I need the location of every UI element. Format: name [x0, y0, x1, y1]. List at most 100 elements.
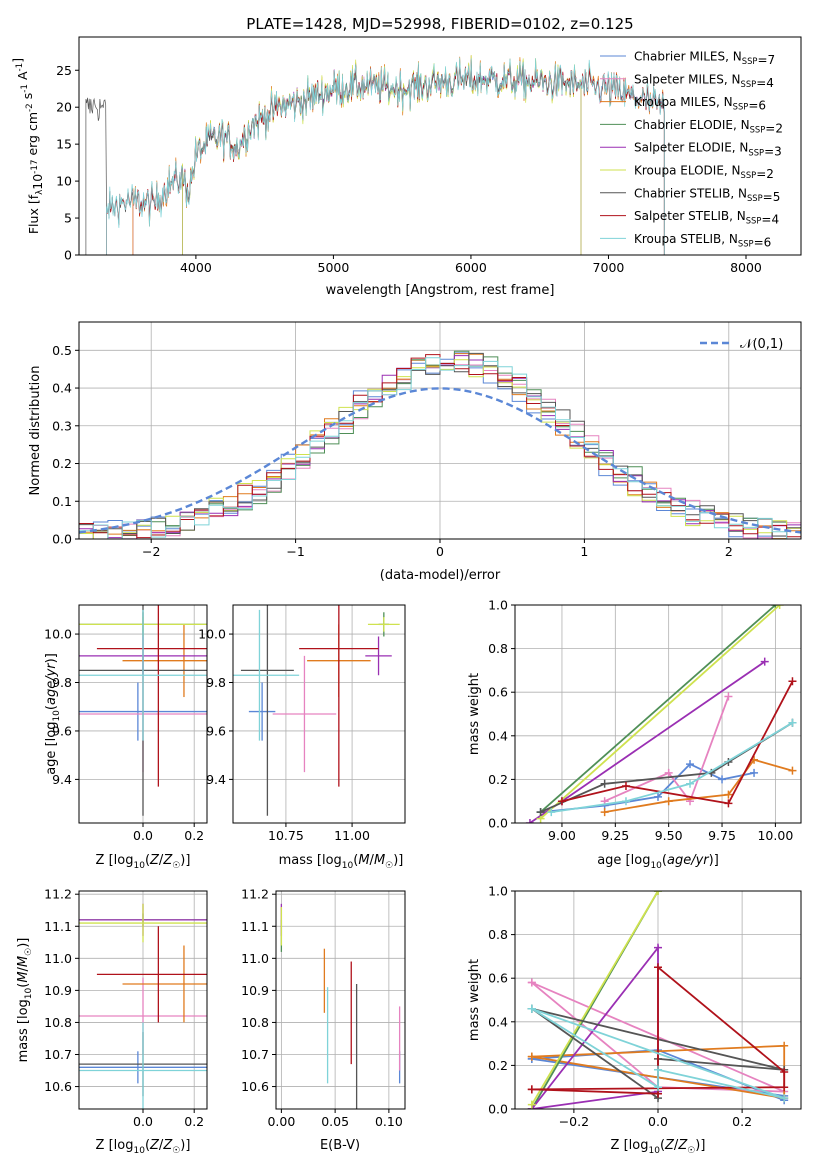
- y-tick-label: 10.7: [44, 1047, 72, 1062]
- series-marker: [536, 808, 545, 817]
- x-tick-label: 0.0: [133, 1114, 153, 1129]
- y-tick-label: 1.0: [488, 884, 508, 899]
- y-tick-label: 0.4: [52, 381, 72, 396]
- series-marker: [527, 1100, 536, 1109]
- figure-title: PLATE=1428, MJD=52998, FIBERID=0102, z=0…: [246, 15, 633, 33]
- axes-mass_vs_ebv: 0.00 0.05 0.10 10.6 10.7 10.8 10.9 11.0 11.1 11.2…: [241, 887, 406, 1153]
- x-tick-label: −1: [286, 544, 304, 559]
- y-tick-label: 0.5: [52, 343, 72, 358]
- y-tick-label: 0.8: [488, 927, 508, 942]
- y-tick-label: 10.0: [44, 627, 72, 642]
- x-axis-label: (data-model)/error: [380, 568, 501, 583]
- gaussian-curve: [79, 387, 801, 534]
- plot-area: [79, 350, 801, 539]
- x-axis-label: wavelength [Angstrom, rest frame]: [326, 283, 555, 298]
- y-tick-label: 15: [56, 137, 72, 152]
- x-tick-label: 0.2: [184, 1114, 204, 1129]
- axes-age_vs_mass: 10.75 11.00 9.4 9.6 9.8 10.0 mass [log10(M/M☉)…: [198, 604, 406, 871]
- plot-area: [280, 903, 401, 1109]
- axes-residuals: −2 −1 0 1 2 0.0 0.1 0.2 0.3 0.4 0.5 (data-model)/er…: [28, 321, 802, 583]
- y-tick-label: 0.1: [52, 494, 72, 509]
- spectrum-line: [106, 57, 665, 255]
- y-tick-label: 10.6: [44, 1079, 72, 1094]
- series-marker: [664, 797, 673, 806]
- series-marker: [788, 766, 797, 775]
- series-marker: [654, 963, 662, 972]
- series-marker: [621, 797, 630, 806]
- x-tick-label: 5000: [318, 260, 350, 275]
- y-tick-label: 10: [56, 174, 72, 189]
- x-tick-label: 9.75: [708, 828, 736, 843]
- axes-age_vs_z: 0.0 0.2 9.4 9.6 9.8 10.0 Z [log10(Z/Z☉)] age [l…: [44, 604, 208, 871]
- plot-area: [79, 605, 207, 816]
- y-tick-label: 10.9: [44, 983, 72, 998]
- y-tick-label: 0.4: [488, 1014, 508, 1029]
- series-marker: [527, 978, 536, 987]
- y-tick-label: 0.2: [488, 772, 508, 787]
- x-tick-label: 0: [436, 544, 444, 559]
- series-marker: [780, 1067, 789, 1076]
- y-axis-label: mass weight: [467, 673, 482, 755]
- y-tick-label: 0.2: [488, 1058, 508, 1073]
- y-tick-label: 0.8: [488, 641, 508, 656]
- legend-label: Salpeter STELIB, NSSP=4: [634, 209, 779, 227]
- series-marker: [600, 808, 609, 817]
- plot-area: [525, 605, 797, 823]
- series-marker: [724, 790, 733, 799]
- y-tick-label: 10.6: [241, 1079, 269, 1094]
- spectrum-line: [182, 60, 582, 255]
- x-axis-label: Z [log10(Z/Z☉)]: [96, 1138, 191, 1156]
- x-axis-label: mass [log10(M/M☉)]: [279, 853, 404, 871]
- plot-area: [79, 903, 207, 1109]
- plot-area: [527, 891, 789, 1109]
- axes-frame: [78, 36, 802, 256]
- legend-label: Salpeter MILES, NSSP=4: [634, 72, 774, 90]
- legend-label: Kroupa MILES, NSSP=6: [634, 95, 766, 113]
- x-tick-label: 0.0: [648, 1114, 668, 1129]
- series-marker: [780, 1041, 789, 1050]
- x-tick-label: 10.00: [757, 828, 793, 843]
- y-tick-label: 11.0: [241, 951, 269, 966]
- series-marker: [686, 760, 695, 769]
- x-tick-label: 7000: [593, 260, 625, 275]
- y-tick-label: 0: [64, 248, 72, 263]
- y-tick-label: 0.3: [52, 418, 72, 433]
- series-marker: [780, 1083, 789, 1092]
- y-tick-label: 0.0: [488, 816, 508, 831]
- y-tick-label: 10.0: [198, 627, 226, 642]
- y-tick-label: 9.8: [52, 675, 72, 690]
- x-tick-label: 9.50: [655, 828, 683, 843]
- series-marker: [654, 1065, 662, 1074]
- series-marker: [718, 775, 727, 784]
- x-tick-label: 6000: [455, 260, 487, 275]
- series-marker: [775, 605, 784, 609]
- series-marker: [525, 819, 534, 823]
- axes-mass_vs_z: 0.0 0.2 10.6 10.7 10.8 10.9 11.0 11.1 11.2 Z [log…: [16, 887, 208, 1156]
- series-marker: [654, 943, 662, 952]
- series-line: [540, 605, 781, 820]
- plot-area: [85, 55, 665, 255]
- y-tick-label: 9.4: [52, 772, 72, 787]
- series-marker: [654, 1083, 662, 1092]
- x-tick-label: 8000: [730, 260, 762, 275]
- x-tick-label: 0.0: [133, 828, 153, 843]
- series-marker: [600, 779, 609, 788]
- y-axis-label: Normed distribution: [28, 366, 43, 496]
- series-marker: [547, 808, 556, 817]
- y-axis-label: Flux [fλ10-17 erg cm-2 s-1 A-1]: [10, 58, 45, 234]
- series-marker: [750, 768, 759, 777]
- x-tick-label: 4000: [180, 260, 212, 275]
- y-tick-label: 11.2: [241, 887, 269, 902]
- y-tick-label: 0.2: [52, 456, 72, 471]
- series-line: [531, 965, 786, 1095]
- x-tick-label: 11.00: [334, 828, 370, 843]
- y-tick-label: 9.6: [206, 723, 226, 738]
- legend-label: Salpeter ELODIE, NSSP=3: [634, 141, 782, 159]
- x-tick-label: 9.25: [601, 828, 629, 843]
- series-marker: [527, 1004, 536, 1013]
- series-line: [531, 891, 659, 1106]
- x-tick-label: 10.75: [268, 828, 304, 843]
- x-axis-label: Z [log10(Z/Z☉)]: [96, 853, 191, 871]
- y-tick-label: 10.7: [241, 1047, 269, 1062]
